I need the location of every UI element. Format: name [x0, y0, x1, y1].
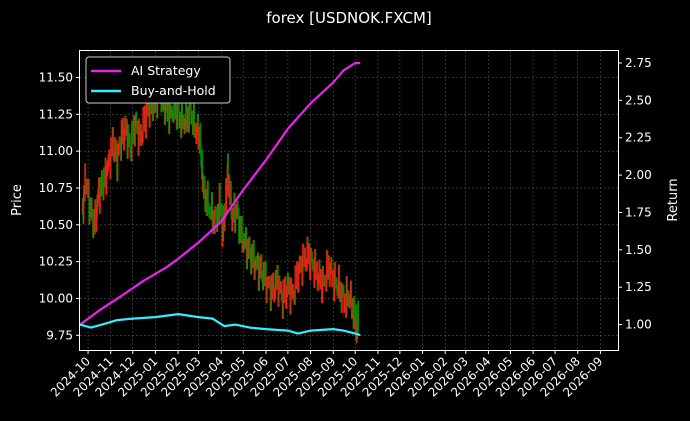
y2-tick-label: 1.00 — [625, 318, 652, 332]
legend-box — [85, 56, 231, 104]
legend: AI Strategy Buy-and-Hold — [85, 56, 231, 104]
chart-title: forex [USDNOK.FXCM] — [266, 9, 432, 27]
y2-axis-label: Return — [666, 178, 681, 221]
y2-tick-label: 1.75 — [625, 205, 652, 219]
y-axis-left: 9.75 10.00 10.25 10.50 10.75 11.00 11.25 11.50 — [39, 71, 80, 342]
series-line-ai-strategy — [79, 61, 361, 326]
y-tick-label: 11.00 — [39, 144, 73, 158]
y2-tick-label: 2.50 — [625, 93, 652, 107]
y2-tick-label: 2.00 — [625, 168, 652, 182]
y-tick-label: 11.25 — [39, 107, 73, 121]
y-tick-label: 10.75 — [39, 181, 73, 195]
y2-tick-label: 1.25 — [625, 280, 652, 294]
plot-frame — [79, 50, 619, 351]
legend-label-buy-and-hold: Buy-and-Hold — [131, 83, 216, 98]
y2-tick-label: 2.25 — [625, 131, 652, 145]
return-series — [79, 61, 361, 337]
y-tick-label: 10.50 — [39, 218, 73, 232]
legend-label-ai-strategy: AI Strategy — [131, 63, 201, 78]
y2-tick-label: 2.75 — [625, 56, 652, 70]
y-tick-label: 10.25 — [39, 255, 73, 269]
y2-tick-label: 1.50 — [625, 243, 652, 257]
y-tick-label: 9.75 — [46, 328, 73, 342]
y-tick-label: 11.50 — [39, 71, 73, 85]
y-tick-label: 10.00 — [39, 291, 73, 305]
y-axis-right: 1.00 1.25 1.50 1.75 2.00 2.25 2.50 2.75 — [618, 56, 652, 332]
y-axis-label: Price — [10, 184, 25, 216]
series-line-buy-and-hold — [79, 313, 361, 337]
